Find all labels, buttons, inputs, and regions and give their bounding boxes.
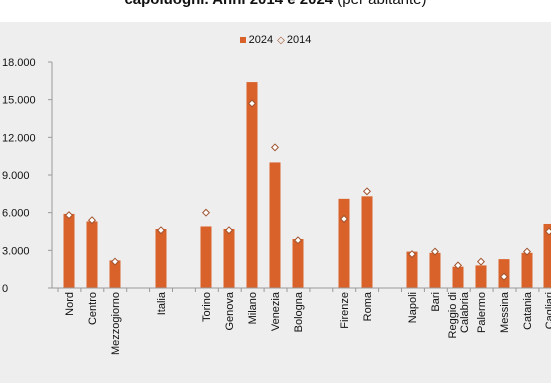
x-category-label-line: Catania bbox=[522, 291, 534, 330]
marker-2014 bbox=[293, 236, 303, 245]
bar-2024 bbox=[521, 252, 533, 288]
bar-2024 bbox=[338, 198, 350, 288]
y-tick-label: 6.000 bbox=[2, 208, 30, 220]
legend-diamond-marker: ◇ bbox=[277, 34, 285, 46]
x-category-label-line: Nord bbox=[64, 292, 76, 316]
x-category-label-line: Mezzogiorno bbox=[110, 292, 122, 355]
marker-2014 bbox=[156, 226, 166, 235]
x-category-label-line: Venezia bbox=[270, 291, 282, 331]
x-category-label: Roma bbox=[362, 291, 374, 321]
bar-2024 bbox=[452, 266, 464, 288]
legend-bar-swatch bbox=[239, 37, 246, 44]
bar-2024 bbox=[543, 223, 551, 288]
bar-2024 bbox=[361, 196, 373, 288]
x-category-label-line: Centro bbox=[87, 292, 99, 325]
bar-2024 bbox=[406, 251, 418, 288]
x-category-label-line: Bologna bbox=[293, 291, 305, 332]
chart-title: capoluoghi. Anni 2014 e 2024 (per abitan… bbox=[0, 0, 551, 8]
x-category-label: Torino bbox=[201, 292, 213, 322]
x-category-label: Nord bbox=[64, 292, 76, 316]
marker-2014 bbox=[339, 214, 349, 223]
marker-2014 bbox=[522, 247, 532, 256]
y-tick-label: 0 bbox=[2, 283, 8, 295]
bar-2024 bbox=[86, 221, 98, 288]
x-category-label: Milano bbox=[247, 292, 259, 324]
x-category-label: Mezzogiorno bbox=[110, 292, 122, 355]
marker-2014 bbox=[362, 187, 372, 196]
marker-2014 bbox=[110, 257, 120, 266]
x-category-label-line: Genova bbox=[224, 291, 236, 330]
bar-2024 bbox=[155, 228, 167, 288]
x-category-label: Reggio diCalabria bbox=[447, 291, 471, 338]
marker-2014 bbox=[476, 257, 486, 266]
marker-2014 bbox=[201, 208, 211, 217]
x-category-label: Genova bbox=[224, 291, 236, 330]
marker-2014 bbox=[430, 247, 440, 256]
x-category-label-line: Firenze bbox=[339, 292, 351, 329]
bar-2024 bbox=[269, 162, 281, 288]
bar-2024 bbox=[246, 82, 258, 288]
marker-2014 bbox=[407, 250, 417, 259]
x-category-label: Centro bbox=[87, 292, 99, 325]
x-category-label: Napoli bbox=[407, 292, 419, 323]
bar-2024 bbox=[223, 228, 235, 288]
x-category-label: Catania bbox=[522, 291, 534, 330]
x-category-label: Bari bbox=[430, 292, 442, 312]
marker-2014 bbox=[247, 99, 257, 108]
y-tick-label: 12.000 bbox=[2, 132, 36, 144]
marker-2014 bbox=[499, 272, 509, 281]
marker-2014 bbox=[453, 261, 463, 270]
x-category-label: Bologna bbox=[293, 291, 305, 332]
x-category-label-line: Cagliari bbox=[544, 292, 551, 329]
marker-2014 bbox=[270, 143, 280, 152]
y-tick-label: 3.000 bbox=[2, 245, 30, 257]
legend: 2024 ◇ 2014 bbox=[0, 34, 551, 46]
x-category-label-line: Milano bbox=[247, 292, 259, 324]
bar-2024 bbox=[200, 226, 212, 288]
x-category-label-line: Torino bbox=[201, 292, 213, 322]
bar-2024 bbox=[292, 239, 304, 288]
y-tick-label: 18.000 bbox=[2, 57, 36, 69]
x-category-label: Firenze bbox=[339, 292, 351, 329]
bar-2024 bbox=[109, 260, 121, 288]
x-category-label: Cagliari bbox=[544, 292, 551, 329]
bar-2024 bbox=[63, 213, 75, 288]
bar-2024 bbox=[475, 265, 487, 288]
legend-label-2014: 2014 bbox=[286, 34, 312, 47]
x-category-label-line: Calabria bbox=[459, 291, 471, 333]
x-category-label-line: Palermo bbox=[476, 292, 488, 333]
x-category-label-line: Napoli bbox=[407, 292, 419, 323]
x-category-label-line: Messina bbox=[499, 291, 511, 333]
x-category-label: Venezia bbox=[270, 291, 282, 331]
x-category-label-line: Italia bbox=[156, 291, 168, 315]
x-category-label: Palermo bbox=[476, 292, 488, 333]
x-category-label-line: Reggio di bbox=[447, 292, 459, 338]
x-category-label: Messina bbox=[499, 291, 511, 333]
x-category-label-line: Bari bbox=[430, 292, 442, 312]
y-tick-label: 15.000 bbox=[2, 95, 36, 107]
bar-2024 bbox=[429, 252, 441, 288]
marker-2014 bbox=[544, 227, 551, 236]
marker-2014 bbox=[64, 211, 74, 220]
x-category-label-line: Roma bbox=[362, 291, 374, 321]
marker-2014 bbox=[224, 226, 234, 235]
legend-label-2024: 2024 bbox=[248, 34, 274, 47]
y-tick-label: 9.000 bbox=[2, 170, 30, 182]
marker-2014 bbox=[87, 216, 97, 225]
x-category-label: Italia bbox=[156, 291, 168, 315]
